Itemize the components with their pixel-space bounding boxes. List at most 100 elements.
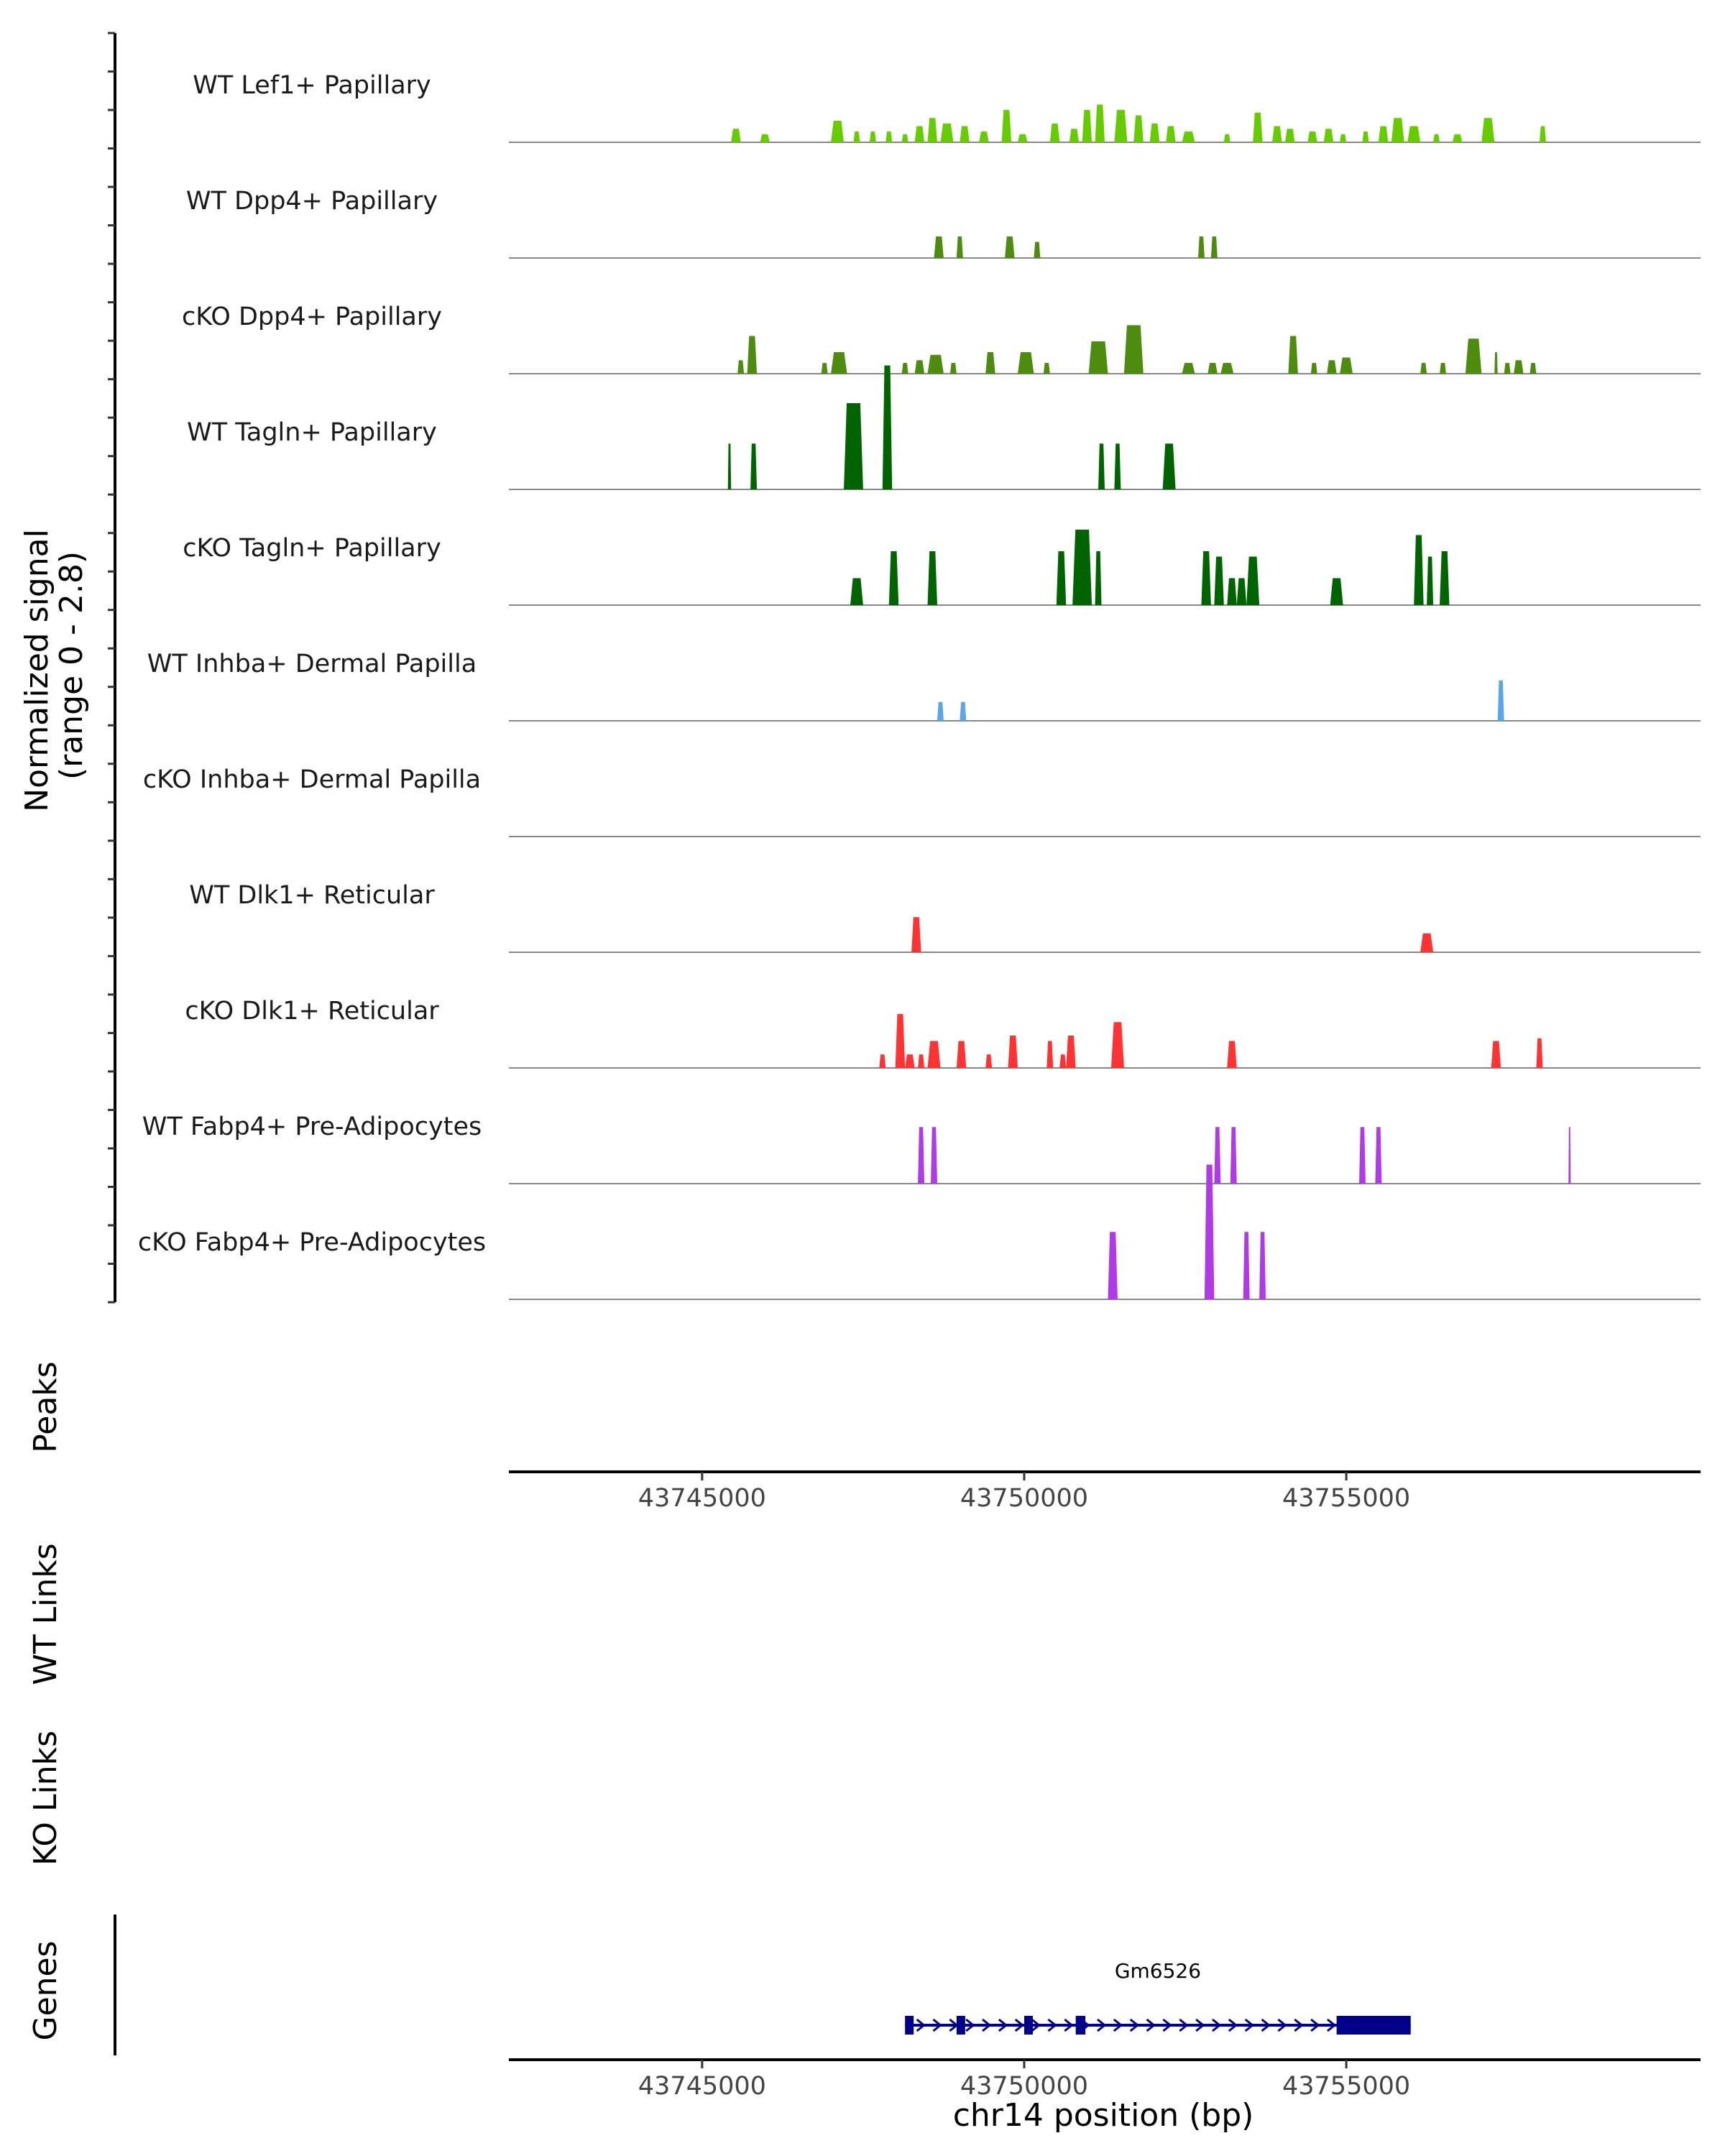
signal-peak bbox=[1340, 357, 1353, 374]
signal-peak bbox=[1088, 341, 1108, 374]
signal-peak bbox=[1243, 1232, 1250, 1299]
wt-links-panel-label: WT Links bbox=[27, 1543, 64, 1685]
strand-arrow bbox=[1047, 2018, 1057, 2032]
signal-peak bbox=[1491, 1041, 1501, 1068]
signal-peak bbox=[1098, 443, 1105, 489]
track: WT Dlk1+ Reticular bbox=[189, 881, 1701, 953]
strand-arrow bbox=[1014, 2018, 1025, 2032]
signal-peak bbox=[731, 129, 741, 142]
signal-peak bbox=[1440, 551, 1450, 605]
signal-peak bbox=[985, 1054, 993, 1068]
signal-peak bbox=[1210, 236, 1218, 258]
strand-arrow bbox=[1212, 2018, 1222, 2032]
signal-peak bbox=[901, 363, 908, 374]
signal-peak bbox=[1359, 1127, 1366, 1184]
gene-annotation-track: Gm6526 bbox=[905, 1959, 1411, 2035]
track: WT Tagln+ Papillary bbox=[187, 365, 1701, 490]
signal-peak bbox=[1214, 556, 1224, 605]
signal-peak bbox=[1246, 556, 1260, 605]
signal-peak bbox=[727, 443, 732, 489]
gene-exon bbox=[956, 2016, 965, 2035]
signal-peak bbox=[1149, 123, 1160, 142]
signal-peak bbox=[760, 134, 770, 142]
signal-peak bbox=[1327, 360, 1337, 374]
signal-peak bbox=[1504, 363, 1511, 374]
signal-peak bbox=[1214, 1127, 1221, 1184]
track-label: cKO Tagln+ Papillary bbox=[183, 534, 441, 563]
signal-peak bbox=[979, 132, 989, 142]
signal-peak bbox=[1378, 126, 1389, 142]
strand-arrow bbox=[1244, 2018, 1255, 2032]
signal-peak bbox=[886, 132, 893, 142]
signal-peak bbox=[1059, 1054, 1067, 1068]
signal-peak bbox=[1133, 115, 1144, 142]
signal-peak bbox=[1452, 134, 1463, 142]
signal-peak bbox=[1008, 1036, 1018, 1068]
track: WT Dpp4+ Papillary bbox=[186, 187, 1701, 259]
signal-peak bbox=[949, 363, 957, 374]
signal-peak bbox=[914, 360, 925, 374]
signal-peak bbox=[1407, 126, 1421, 142]
signal-peak bbox=[1095, 104, 1105, 142]
signal-peak bbox=[1307, 132, 1317, 142]
track: cKO Inhba+ Dermal Papilla bbox=[143, 765, 1701, 837]
signal-peak bbox=[1272, 126, 1282, 142]
signal-peak bbox=[1166, 126, 1176, 142]
signal-peak bbox=[1201, 551, 1211, 605]
signal-peak bbox=[1236, 578, 1247, 605]
signal-peak bbox=[1465, 338, 1482, 374]
signal-peak bbox=[956, 1041, 967, 1068]
coverage-tracks: WT Lef1+ Papillary WT Dpp4+ Papillary cKO … bbox=[138, 71, 1701, 1300]
track: cKO Dlk1+ Reticular bbox=[185, 997, 1701, 1069]
signal-peak bbox=[879, 1054, 886, 1068]
signal-peak bbox=[1375, 1127, 1382, 1184]
signal-peak bbox=[1230, 1127, 1237, 1184]
signal-peak bbox=[927, 551, 937, 605]
signal-peak bbox=[1284, 129, 1295, 142]
signal-peak bbox=[1182, 363, 1195, 374]
peaks-x-axis: 43745000 43750000 43755000 bbox=[509, 1470, 1701, 1513]
strand-arrow bbox=[1162, 2018, 1172, 2032]
signal-peak bbox=[1433, 134, 1440, 142]
signal-peak bbox=[1182, 132, 1195, 142]
strand-arrow bbox=[1146, 2018, 1156, 2032]
signal-peak bbox=[1340, 134, 1347, 142]
peaks-panel-label: Peaks bbox=[27, 1361, 64, 1452]
signal-peak bbox=[931, 1127, 937, 1184]
signal-peak bbox=[1227, 578, 1237, 605]
gene-exon bbox=[905, 2016, 914, 2035]
strand-arrow bbox=[1277, 2018, 1287, 2032]
signal-peak bbox=[737, 360, 745, 374]
gene-exon bbox=[1336, 2016, 1411, 2035]
signal-peak bbox=[1427, 556, 1434, 605]
signal-peak bbox=[869, 132, 876, 142]
strand-arrow bbox=[932, 2018, 942, 2032]
strand-arrow bbox=[1261, 2018, 1271, 2032]
signal-peak bbox=[1018, 134, 1028, 142]
signal-peak bbox=[1310, 363, 1317, 374]
track: WT Fabp4+ Pre-Adipocytes bbox=[142, 1112, 1701, 1184]
track-label: WT Lef1+ Papillary bbox=[193, 71, 431, 100]
signal-peak bbox=[1253, 112, 1263, 142]
x-tick-label: 43750000 bbox=[960, 1484, 1088, 1513]
signal-peak bbox=[1095, 551, 1102, 605]
signal-peak bbox=[918, 1054, 925, 1068]
track-label: WT Dlk1+ Reticular bbox=[189, 881, 435, 910]
gene-exon bbox=[1075, 2016, 1086, 2035]
strand-arrow bbox=[1097, 2018, 1107, 2032]
track: cKO Dpp4+ Papillary bbox=[182, 303, 1701, 374]
track-label: WT Tagln+ Papillary bbox=[187, 418, 437, 447]
signal-peak bbox=[1082, 110, 1092, 142]
signal-peak bbox=[1288, 336, 1298, 374]
signal-peak bbox=[1414, 535, 1424, 605]
signal-peak bbox=[1108, 1232, 1118, 1299]
signal-peak bbox=[901, 134, 908, 142]
strand-arrow bbox=[1310, 2018, 1320, 2032]
strand-arrow bbox=[1228, 2018, 1238, 2032]
signal-peak bbox=[1362, 132, 1369, 142]
x-tick-label: 43745000 bbox=[638, 2072, 766, 2101]
signal-peak bbox=[821, 363, 828, 374]
signal-peak bbox=[1494, 352, 1498, 374]
signal-peak bbox=[1056, 551, 1067, 605]
strand-arrow bbox=[982, 2018, 992, 2032]
